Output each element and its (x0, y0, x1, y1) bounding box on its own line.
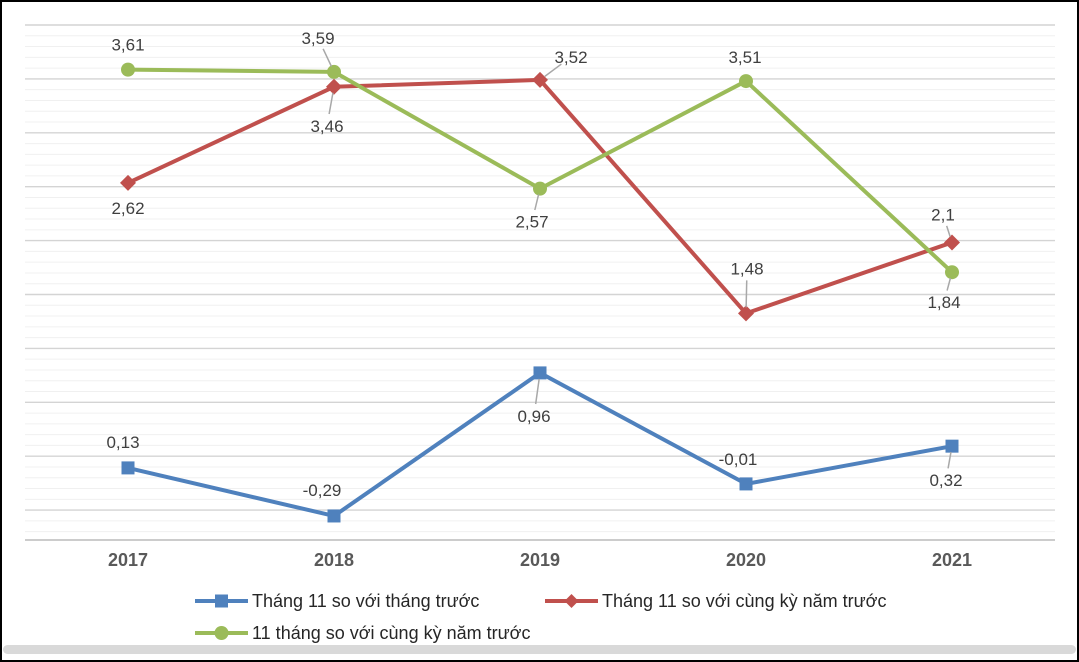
x-axis-label-2017: 2017 (107, 550, 149, 570)
x-axis-label-2021: 2021 (931, 550, 973, 570)
label-leader-line (328, 92, 334, 115)
series-0: 0,13 -0,29 0,96 -0,01 0,32 (106, 366, 963, 523)
data-label: 2,1 (931, 205, 955, 224)
legend-label: Tháng 11 so với cùng kỳ năm trước (602, 590, 887, 611)
horizontal-scrollbar-thumb[interactable] (3, 645, 1076, 654)
data-label: 0,13 (106, 433, 139, 452)
label-leader-line (945, 225, 951, 237)
series-2: 3,61 3,59 2,57 3,51 1,84 (111, 29, 960, 312)
data-label: -0,01 (719, 450, 758, 469)
marker-circle (327, 64, 341, 79)
data-label: 0,32 (929, 471, 962, 490)
legend-item-11months-vs-same-period: 11 tháng so với cùng kỳ năm trước (195, 622, 530, 644)
label-leader-line (322, 48, 333, 67)
label-leader-line (947, 451, 952, 469)
gridlines (25, 24, 1055, 533)
legend-marker-diamond-icon (545, 594, 598, 608)
marker-diamond (738, 305, 754, 322)
data-label: 3,46 (310, 117, 343, 136)
marker-diamond (120, 174, 136, 191)
data-label: 2,57 (515, 213, 548, 232)
marker-square (327, 509, 341, 523)
data-label: 3,51 (728, 48, 761, 67)
data-label: -0,29 (303, 481, 342, 500)
legend-item-month-vs-prev-month: Tháng 11 so với tháng trước (195, 590, 479, 612)
legend-label: 11 tháng so với cùng kỳ năm trước (252, 622, 531, 643)
legend-marker-circle-icon (195, 626, 248, 640)
legend-label: Tháng 11 so với tháng trước (252, 590, 480, 611)
marker-circle (533, 181, 547, 196)
marker-square (533, 366, 547, 380)
data-label: 2,62 (111, 199, 144, 218)
series-line (127, 77, 953, 316)
marker-diamond (944, 234, 960, 251)
marker-circle (945, 265, 959, 280)
x-axis-label-2019: 2019 (519, 550, 561, 570)
data-label: 3,61 (111, 36, 144, 55)
label-leader-line (544, 63, 562, 77)
marker-circle (121, 62, 135, 77)
marker-diamond (532, 71, 548, 88)
marker-diamond (326, 78, 342, 95)
label-leader-line (534, 378, 540, 405)
marker-square (945, 439, 959, 453)
marker-square (739, 477, 753, 491)
series-1: 2,62 3,46 3,52 1,48 2,1 (111, 48, 960, 322)
marker-square (121, 461, 135, 475)
data-label: 3,52 (554, 48, 587, 67)
label-leader-line (745, 280, 748, 308)
data-label: 1,84 (927, 293, 960, 312)
label-leader-line (534, 194, 540, 211)
data-label: 1,48 (730, 259, 763, 278)
legend-item-month-vs-same-period: Tháng 11 so với cùng kỳ năm trước (545, 590, 886, 612)
data-label: 3,59 (301, 29, 334, 48)
series-line (127, 370, 953, 518)
label-leader-line (946, 277, 952, 291)
x-axis-label-2020: 2020 (725, 550, 767, 570)
x-axis-label-2018: 2018 (313, 550, 355, 570)
data-label: 0,96 (517, 407, 550, 426)
marker-circle (739, 74, 753, 89)
legend-marker-square-icon (195, 594, 248, 608)
